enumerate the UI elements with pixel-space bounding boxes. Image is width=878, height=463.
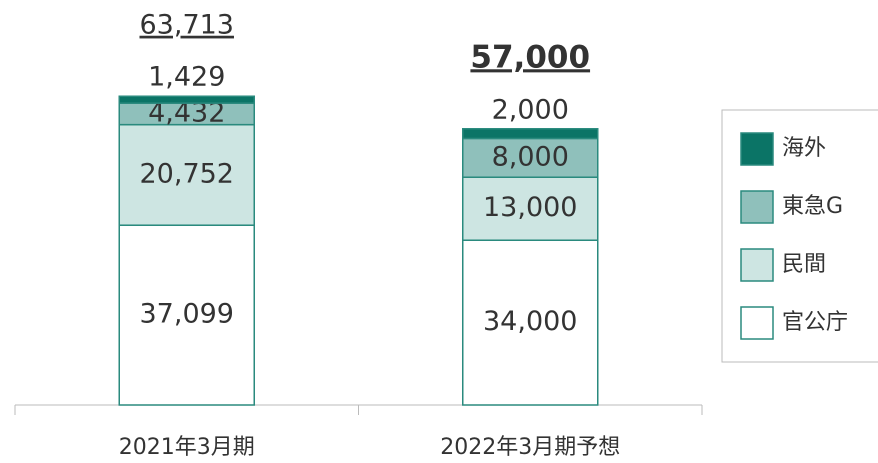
x-tick-label: 2022年3月期予想: [440, 435, 620, 460]
legend-label: 海外: [782, 136, 826, 161]
legend-label: 民間: [782, 252, 826, 277]
value-label: 37,099: [140, 299, 234, 330]
bar-segment: [462, 137, 599, 178]
bar-segment: [118, 224, 255, 406]
value-label: 8,000: [492, 141, 569, 172]
bar-segment: [462, 128, 599, 140]
bar-segment: [118, 95, 255, 104]
legend-label: 官公庁: [782, 310, 848, 335]
legend-swatch: [740, 190, 774, 224]
legend-swatch: [740, 248, 774, 282]
legend-swatch: [740, 132, 774, 166]
total-label: 63,713: [140, 10, 234, 41]
legend-swatch: [740, 306, 774, 340]
value-label: 13,000: [483, 192, 577, 223]
value-label: 34,000: [483, 306, 577, 337]
total-label: 57,000: [470, 39, 590, 75]
value-label: 20,752: [140, 158, 234, 189]
bar-segment: [118, 123, 255, 226]
value-label: 2,000: [492, 94, 569, 125]
legend-label: 東急G: [782, 194, 843, 219]
bar-segment: [462, 176, 599, 241]
bar-segment: [462, 239, 599, 406]
x-tick-label: 2021年3月期: [119, 435, 255, 460]
value-label: 1,429: [148, 62, 225, 93]
